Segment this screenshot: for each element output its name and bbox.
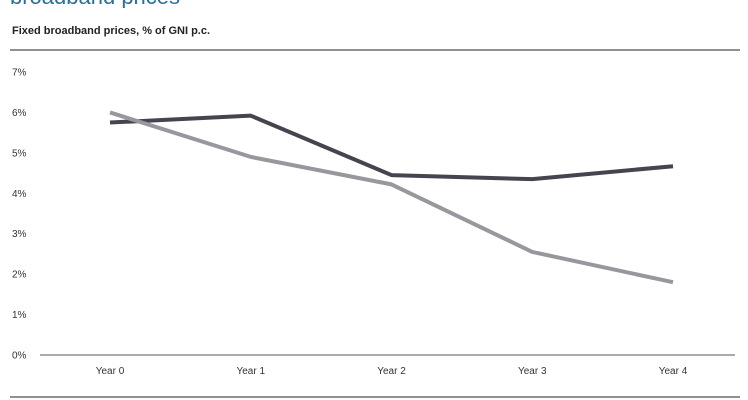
- series-line-1: [109, 113, 674, 182]
- series-lines: [109, 110, 674, 285]
- y-tick-label: 6%: [12, 108, 27, 119]
- y-tick-label: 1%: [12, 310, 27, 321]
- y-tick-label: 0%: [12, 351, 27, 362]
- y-tick-label: 5%: [12, 148, 27, 159]
- x-tick-label: Year 0: [96, 366, 125, 377]
- x-tick-labels: Year 0 Year 1 Year 2 Year 3 Year 4: [96, 366, 688, 377]
- chart-title: broadband prices: [10, 0, 710, 8]
- y-tick-label: 3%: [12, 229, 27, 240]
- y-tick-label: 7%: [12, 68, 27, 79]
- x-tick-label: Year 3: [518, 366, 547, 377]
- y-tick-label: 2%: [12, 270, 27, 281]
- chart-title-strip: broadband prices: [10, 0, 710, 8]
- series-line-2: [109, 110, 674, 285]
- x-tick-label: Year 4: [659, 366, 688, 377]
- y-tick-labels: 0% 1% 2% 3% 4% 5% 6% 7%: [12, 68, 27, 362]
- chart-subtitle: Fixed broadband prices, % of GNI p.c.: [12, 25, 211, 37]
- x-tick-label: Year 1: [236, 366, 265, 377]
- y-tick-label: 4%: [12, 189, 27, 200]
- x-tick-label: Year 2: [377, 366, 406, 377]
